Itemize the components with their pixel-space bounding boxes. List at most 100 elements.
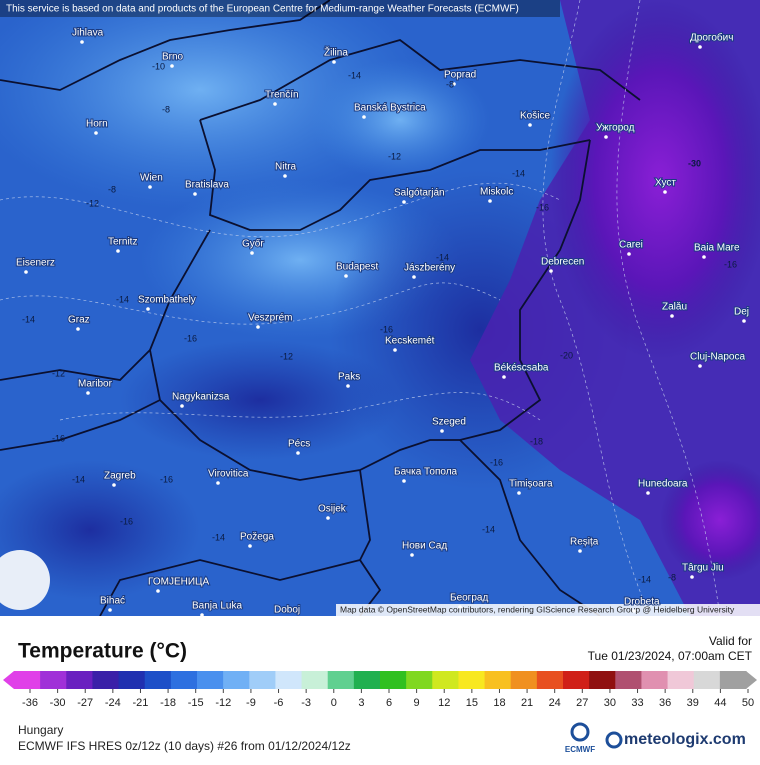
contour-label: -16 xyxy=(184,333,197,343)
city-label: Graz xyxy=(68,315,90,326)
city-label: Budapest xyxy=(336,262,378,273)
city-dot xyxy=(517,491,521,495)
colorbar-tick-label: 36 xyxy=(659,697,671,709)
city-dot xyxy=(402,479,406,483)
city-label: Banská Bystrica xyxy=(354,103,426,114)
city-dot xyxy=(108,608,112,612)
city-dot xyxy=(332,60,336,64)
city-label: Baia Mare xyxy=(694,243,740,254)
brand: meteologix.com xyxy=(624,731,746,748)
city-dot xyxy=(282,617,286,621)
contour-label: -14 xyxy=(116,294,129,304)
city-label: Nagykanizsa xyxy=(172,392,230,403)
city-dot xyxy=(116,249,120,253)
city-label: Bratislava xyxy=(185,180,229,191)
city-label: Nitra xyxy=(275,162,297,173)
colorbar-tick-label: -18 xyxy=(160,697,176,709)
city-label: Drobeta xyxy=(624,597,660,608)
city-dot xyxy=(193,192,197,196)
city-label: Paks xyxy=(338,372,360,383)
city-label: Дрогобич xyxy=(690,32,733,44)
colorbar-tick-label: 44 xyxy=(714,697,726,709)
contour-label: -14 xyxy=(22,314,35,324)
attribution: Map data © OpenStreetMap contributors, r… xyxy=(340,604,735,614)
city-label: Szombathely xyxy=(138,295,196,306)
city-label: Doboj xyxy=(274,605,300,616)
contour-label: -18 xyxy=(530,436,543,446)
city-dot xyxy=(273,102,277,106)
city-label: Târgu Jiu xyxy=(682,563,724,574)
city-dot xyxy=(24,270,28,274)
colorbar-segment xyxy=(14,671,41,689)
colorbar-tick-label: 24 xyxy=(549,697,561,709)
city-label: Veszprém xyxy=(248,313,292,324)
city-label: Brno xyxy=(162,52,184,63)
colorbar-segment xyxy=(327,671,355,689)
city-dot xyxy=(250,251,254,255)
contour-label: -16 xyxy=(120,516,133,526)
contour-label: -14 xyxy=(436,252,449,262)
colorbar-segment xyxy=(301,671,329,689)
city-dot xyxy=(604,135,608,139)
colorbar-tick-label: 39 xyxy=(687,697,699,709)
contour-label: -14 xyxy=(212,532,225,542)
colorbar-tick-label: -24 xyxy=(105,697,121,709)
ecmwf-text: ECMWF xyxy=(565,745,595,754)
city-dot xyxy=(344,274,348,278)
colorbar-segment xyxy=(118,671,146,689)
contour-labels: -10 -14 -8 -8 -12 -8 -12 -14 -16 -14 -30 -16 -14 -14 -… xyxy=(22,61,737,584)
contour-label: -12 xyxy=(86,198,99,208)
brand-logo xyxy=(605,731,623,749)
colorbar-segment xyxy=(275,671,303,689)
city-dot xyxy=(248,544,252,548)
colorbar-tick-label: 27 xyxy=(576,697,588,709)
colorbar-tick-label: 6 xyxy=(386,697,392,709)
city-label: Jihlava xyxy=(72,28,104,39)
colorbar-segment xyxy=(432,671,459,689)
city-label: Pécs xyxy=(288,439,310,450)
city-label: ГОМЈЕНИЦА xyxy=(148,577,209,588)
colorbar-tick-label: -9 xyxy=(246,697,256,709)
city-dot xyxy=(86,391,90,395)
contour-label: -12 xyxy=(280,351,293,361)
city-label: Győr xyxy=(242,239,264,250)
city-label: Hunedoara xyxy=(638,479,688,490)
city-dot xyxy=(402,200,406,204)
colorbar-arrow-left xyxy=(3,671,14,689)
city-label: Horn xyxy=(86,119,108,130)
contour-label: -14 xyxy=(512,168,525,178)
city-label: Osijek xyxy=(318,504,347,515)
city-label: Debrecen xyxy=(541,257,584,268)
city-dot xyxy=(148,185,152,189)
colorbar-segment xyxy=(458,671,486,689)
city-label: Žilina xyxy=(324,46,348,59)
colorbar-segment xyxy=(40,671,67,689)
city-dot xyxy=(690,575,694,579)
colorbar-tick-label: -21 xyxy=(133,697,149,709)
city-label: Košice xyxy=(520,111,550,122)
city-dot xyxy=(216,481,220,485)
city-dot xyxy=(326,516,330,520)
contour-label: -8 xyxy=(446,79,454,89)
contour-label: -12 xyxy=(52,368,65,378)
contour-label: -14 xyxy=(482,524,495,534)
contour-label: -16 xyxy=(536,202,549,212)
contour-label: -16 xyxy=(380,324,393,334)
city-dot xyxy=(346,384,350,388)
colorbar-segment xyxy=(66,671,93,689)
colorbar-tick-label: 50 xyxy=(742,697,754,709)
city-label: Miskolc xyxy=(480,187,513,198)
contour-label: -20 xyxy=(560,350,573,360)
colorbar-segment xyxy=(693,671,721,689)
colorbar-segment xyxy=(615,671,642,689)
colorbar-segment xyxy=(223,671,250,689)
city-label: Ужгород xyxy=(596,123,635,134)
model-info: ECMWF IFS HRES 0z/12z (10 days) #26 from… xyxy=(18,739,351,753)
colorbar-tick-label: 15 xyxy=(466,697,478,709)
city-label: Poprad xyxy=(444,70,476,81)
city-label: Хуст xyxy=(655,178,676,189)
colorbar-tick-label: 33 xyxy=(631,697,643,709)
city-label: Jászberény xyxy=(404,263,455,274)
colorbar: -36 -30 -27 -24 -21 -18 -15 -12 -9 -6 -3 0 3 6 9 12 15 18… xyxy=(3,671,757,709)
colorbar-segment xyxy=(536,671,564,689)
